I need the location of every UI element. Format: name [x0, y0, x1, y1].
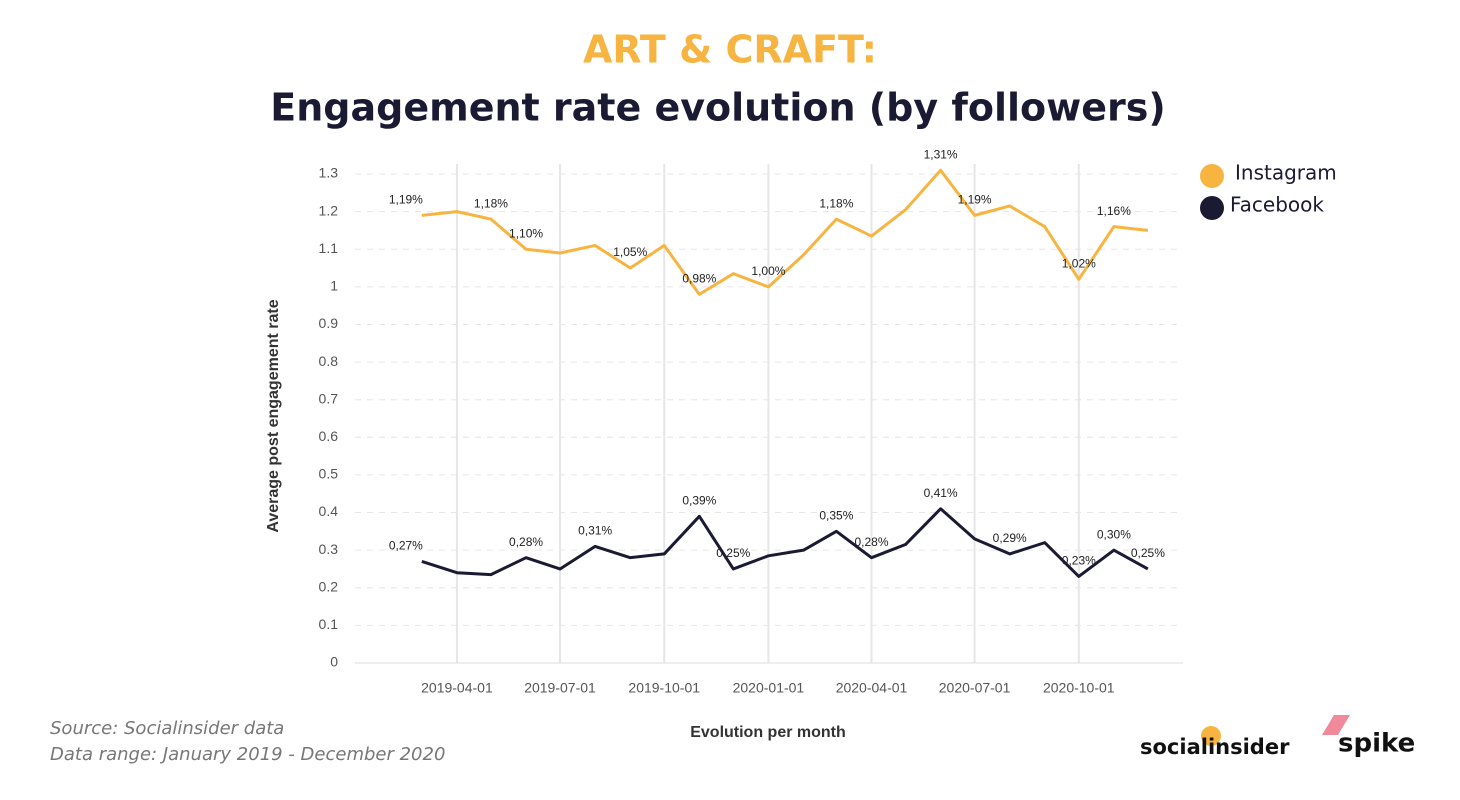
x-tick-label: 2019-04-01	[421, 680, 493, 696]
y-tick-label: 1.2	[319, 202, 339, 218]
x-axis-label: Evolution per month	[690, 724, 846, 741]
data-label: 0,31%	[578, 524, 612, 538]
y-tick-label: 0.8	[319, 353, 339, 369]
data-label: 1,31%	[924, 147, 958, 161]
data-label: 0,23%	[1062, 554, 1096, 568]
data-label: 0,35%	[819, 509, 853, 523]
data-label: 0,29%	[993, 531, 1027, 545]
legend-marker	[1200, 196, 1224, 220]
data-label: 0,27%	[389, 539, 423, 553]
chart-subtitle: Engagement rate evolution (by followers)	[270, 86, 1165, 130]
logo-mark	[1322, 715, 1350, 735]
data-label: 0,28%	[854, 535, 888, 549]
series-line	[421, 168, 1149, 296]
data-label: 0,25%	[716, 546, 750, 560]
data-label: 1,18%	[819, 196, 853, 210]
data-label: 1,05%	[613, 245, 647, 259]
y-tick-label: 0.4	[319, 503, 339, 519]
data-label: 1,02%	[1062, 256, 1096, 270]
y-axis-label: Average post engagement rate	[265, 299, 282, 532]
chart-title: ART & CRAFT:	[583, 28, 877, 72]
y-tick-label: 0.7	[319, 390, 339, 406]
brand: spike	[1338, 729, 1415, 759]
legend-label: Instagram	[1235, 161, 1337, 185]
y-tick-label: 0.9	[319, 315, 339, 331]
y-tick-label: 0.6	[319, 428, 339, 444]
y-tick-label: 0.2	[319, 578, 339, 594]
legend-label: Facebook	[1230, 193, 1324, 217]
y-tick-label: 1.3	[319, 165, 339, 181]
data-label: 0,39%	[682, 493, 716, 507]
data-label: 0,30%	[1097, 527, 1131, 541]
data-label: 1,19%	[389, 193, 423, 207]
data-label: 1,16%	[1097, 204, 1131, 218]
y-tick-label: 0.3	[319, 541, 339, 557]
y-tick-label: 0	[330, 654, 338, 670]
logo-dot	[1201, 726, 1221, 746]
data-label: 1,10%	[509, 226, 543, 240]
date-range: Data range: January 2019 - December 2020	[50, 744, 445, 765]
y-tick-label: 1.1	[319, 240, 339, 256]
source: Source: Socialinsider data	[50, 718, 284, 739]
legend-marker	[1200, 164, 1224, 188]
data-label: 0,41%	[924, 486, 958, 500]
x-tick-label: 2020-10-01	[1043, 680, 1115, 696]
data-label: 0,28%	[509, 535, 543, 549]
series-line	[421, 507, 1149, 578]
x-tick-label: 2020-01-01	[733, 680, 805, 696]
x-tick-label: 2019-10-01	[628, 680, 700, 696]
x-tick-label: 2020-07-01	[939, 680, 1011, 696]
data-label: 0,25%	[1131, 546, 1165, 560]
data-label: 1,19%	[958, 193, 992, 207]
y-tick-label: 1	[330, 278, 338, 294]
x-tick-label: 2019-07-01	[524, 680, 596, 696]
y-tick-label: 0.1	[319, 616, 339, 632]
brand: socialinsider	[1140, 735, 1290, 759]
data-label: 1,18%	[474, 196, 508, 210]
x-tick-label: 2020-04-01	[836, 680, 908, 696]
y-tick-label: 0.5	[319, 466, 339, 482]
data-label: 0,98%	[682, 272, 716, 286]
data-label: 1,00%	[751, 264, 785, 278]
